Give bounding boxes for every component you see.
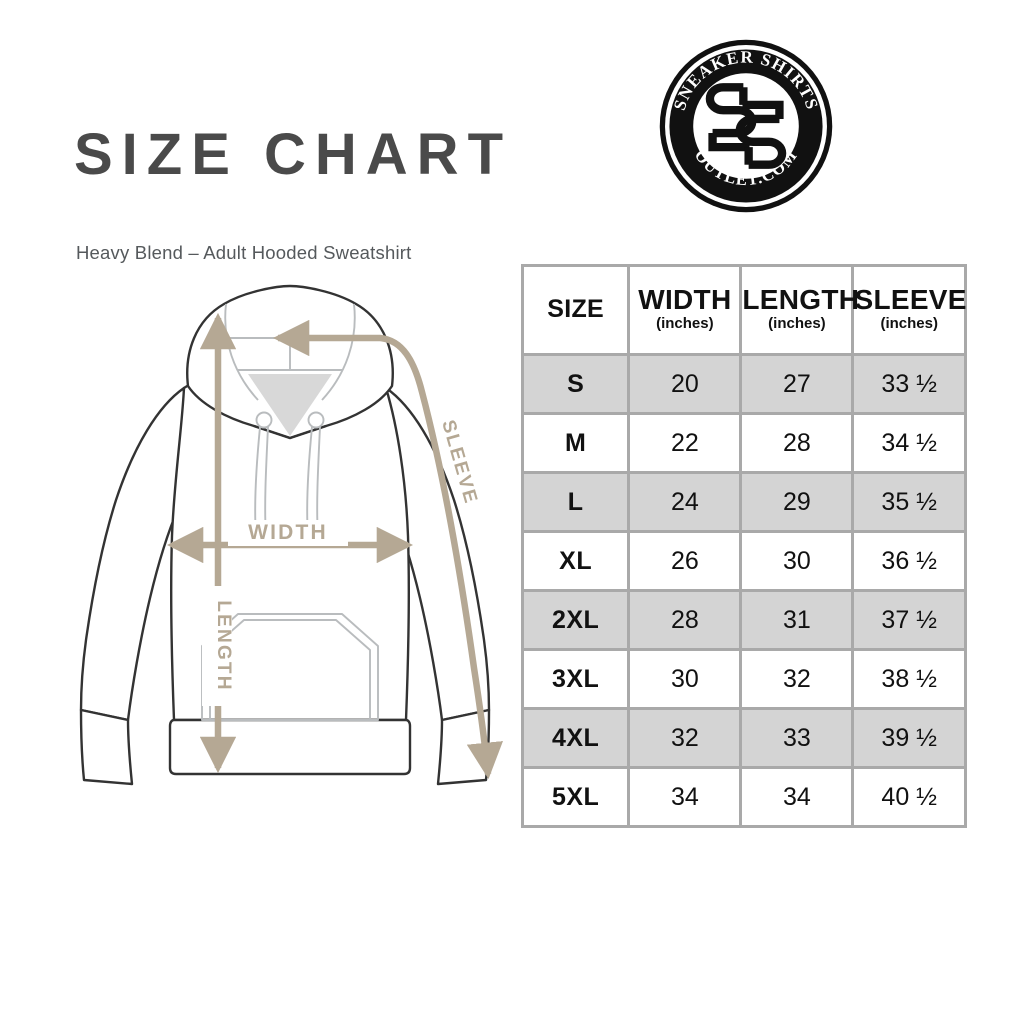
grommet-left (255, 411, 273, 429)
cell-width: 30 (627, 648, 743, 710)
table-row: XL 26 30 36 ½ (520, 530, 967, 592)
cell-width: 22 (627, 412, 743, 474)
cell-length: 27 (739, 353, 855, 415)
hoodie-left-sleeve (79, 386, 186, 722)
cell-size: M (520, 412, 631, 474)
column-header-length: LENGTH (inches) (739, 264, 860, 356)
table-row: L 24 29 35 ½ (520, 471, 967, 533)
brand-logo: SNEAKER SHIRTS OUTLET.COM (658, 38, 834, 214)
cell-length: 33 (739, 707, 855, 769)
cell-width: 26 (627, 530, 743, 592)
page-subtitle: Heavy Blend – Adult Hooded Sweatshirt (76, 242, 412, 263)
cell-size: 3XL (520, 648, 631, 710)
column-header-width-label: WIDTH (638, 283, 732, 315)
cell-length: 32 (739, 648, 855, 710)
cell-width: 32 (627, 707, 743, 769)
logo-ss-monogram (705, 83, 787, 169)
hoodie-diagram: WIDTH LENGTH SLEEVE (50, 268, 530, 838)
cell-width: 28 (627, 589, 743, 651)
column-header-sleeve: SLEEVE (inches) (851, 264, 967, 356)
cell-size: 4XL (520, 707, 631, 769)
table-row: 4XL 32 33 39 ½ (520, 707, 967, 769)
column-header-size: SIZE (520, 264, 631, 356)
column-header-width: WIDTH (inches) (627, 264, 743, 356)
size-chart-table: SIZE WIDTH (inches) LENGTH (inches) SLEE… (520, 264, 967, 828)
cell-sleeve: 33 ½ (851, 353, 967, 415)
hoodie-hem (168, 718, 412, 776)
page-title: SIZE CHART (74, 122, 512, 187)
table-row: 5XL 34 34 40 ½ (520, 766, 967, 828)
cell-length: 31 (739, 589, 855, 651)
cell-sleeve: 38 ½ (851, 648, 967, 710)
table-row: S 20 27 33 ½ (520, 353, 967, 415)
cell-length: 28 (739, 412, 855, 474)
column-header-sleeve-label: SLEEVE (854, 283, 967, 315)
cell-length: 30 (739, 530, 855, 592)
cell-size: S (520, 353, 631, 415)
cell-sleeve: 36 ½ (851, 530, 967, 592)
table-row: 2XL 28 31 37 ½ (520, 589, 967, 651)
hoodie-left-cuff (79, 708, 134, 786)
size-chart-table-container: SIZE WIDTH (inches) LENGTH (inches) SLEE… (520, 264, 967, 828)
column-header-sleeve-unit: (inches) (880, 315, 938, 333)
cell-size: L (520, 471, 631, 533)
sleeve-measure-arrow (272, 319, 503, 780)
cell-size: XL (520, 530, 631, 592)
cell-size: 5XL (520, 766, 631, 828)
column-header-size-label: SIZE (547, 295, 605, 324)
cell-sleeve: 39 ½ (851, 707, 967, 769)
cell-width: 34 (627, 766, 743, 828)
cell-sleeve: 37 ½ (851, 589, 967, 651)
table-header-row: SIZE WIDTH (inches) LENGTH (inches) SLEE… (520, 264, 967, 356)
column-header-length-label: LENGTH (742, 283, 860, 315)
cell-width: 24 (627, 471, 743, 533)
cell-sleeve: 35 ½ (851, 471, 967, 533)
cell-sleeve: 40 ½ (851, 766, 967, 828)
column-header-width-unit: (inches) (656, 315, 714, 333)
length-label: LENGTH (213, 600, 234, 691)
cell-length: 34 (739, 766, 855, 828)
column-header-length-unit: (inches) (768, 315, 826, 333)
width-label: WIDTH (248, 521, 328, 544)
cell-length: 29 (739, 471, 855, 533)
grommet-right (307, 411, 325, 429)
cell-width: 20 (627, 353, 743, 415)
table-row: 3XL 30 32 38 ½ (520, 648, 967, 710)
cell-size: 2XL (520, 589, 631, 651)
cell-sleeve: 34 ½ (851, 412, 967, 474)
table-row: M 22 28 34 ½ (520, 412, 967, 474)
